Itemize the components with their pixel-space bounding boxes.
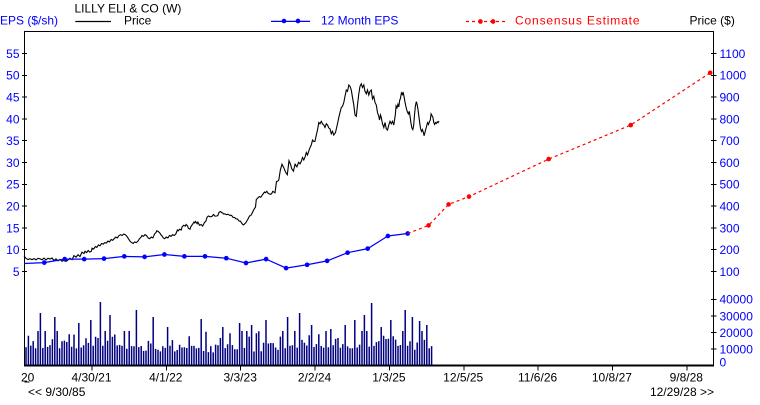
svg-text:700: 700 — [720, 134, 740, 148]
svg-text:55: 55 — [6, 47, 20, 61]
svg-text:Consensus Estimate: Consensus Estimate — [515, 14, 640, 28]
svg-text:2/2/24: 2/2/24 — [298, 371, 332, 385]
svg-text:50: 50 — [6, 69, 20, 83]
svg-text:LILLY ELI & CO (W): LILLY ELI & CO (W) — [75, 2, 182, 16]
svg-text:10/8/27: 10/8/27 — [592, 371, 632, 385]
svg-text:800: 800 — [720, 112, 740, 126]
svg-text:Price: Price — [124, 14, 152, 28]
svg-text:12/29/28 >>: 12/29/28 >> — [650, 385, 714, 399]
svg-text:<< 9/30/85: << 9/30/85 — [28, 385, 86, 399]
svg-text:20: 20 — [6, 200, 20, 214]
svg-text:900: 900 — [720, 91, 740, 105]
svg-text:EPS ($/sh): EPS ($/sh) — [0, 14, 58, 28]
svg-text:1100: 1100 — [720, 47, 746, 61]
svg-text:30: 30 — [6, 156, 20, 170]
svg-text:12 Month EPS: 12 Month EPS — [321, 14, 398, 28]
svg-text:40000: 40000 — [720, 293, 754, 307]
svg-text:10000: 10000 — [720, 343, 754, 357]
svg-text:1/3/25: 1/3/25 — [372, 371, 406, 385]
svg-text:300: 300 — [720, 221, 740, 235]
svg-text:4/1/22: 4/1/22 — [149, 371, 183, 385]
svg-text:20: 20 — [21, 371, 35, 385]
svg-text:200: 200 — [720, 243, 740, 257]
svg-text:1000: 1000 — [720, 69, 747, 83]
svg-text:25: 25 — [6, 178, 20, 192]
svg-text:11/6/26: 11/6/26 — [518, 371, 557, 385]
svg-text:10: 10 — [6, 243, 20, 257]
svg-text:15: 15 — [6, 221, 20, 235]
svg-text:Price ($): Price ($) — [690, 14, 735, 28]
svg-text:40: 40 — [6, 112, 20, 126]
svg-text:5: 5 — [13, 265, 20, 279]
svg-text:100: 100 — [720, 265, 740, 279]
svg-text:500: 500 — [720, 178, 740, 192]
svg-text:4/30/21: 4/30/21 — [71, 371, 111, 385]
svg-text:35: 35 — [6, 134, 20, 148]
svg-text:400: 400 — [720, 200, 740, 214]
svg-text:3/3/23: 3/3/23 — [224, 371, 258, 385]
svg-text:45: 45 — [6, 91, 20, 105]
svg-text:12/5/25: 12/5/25 — [443, 371, 483, 385]
svg-text:0: 0 — [720, 356, 727, 370]
svg-text:20000: 20000 — [720, 326, 754, 340]
svg-text:9/8/28: 9/8/28 — [670, 371, 704, 385]
svg-text:600: 600 — [720, 156, 740, 170]
svg-text:30000: 30000 — [720, 309, 754, 323]
